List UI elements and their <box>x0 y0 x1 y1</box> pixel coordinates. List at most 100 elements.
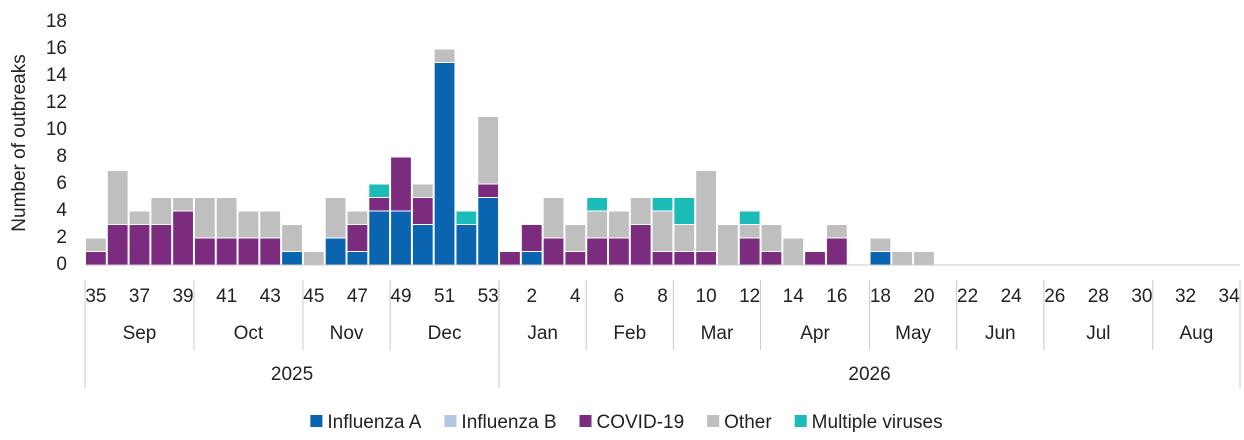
year-label: 2026 <box>848 364 890 385</box>
bar-segment <box>346 251 369 266</box>
y-tick-label: 0 <box>56 254 67 275</box>
bar-segment <box>106 170 129 225</box>
x-tick-label: 30 <box>1131 286 1152 307</box>
bar-segment <box>281 224 303 252</box>
bar-segment <box>477 183 500 198</box>
legend-swatch <box>579 415 592 427</box>
y-tick-label: 4 <box>56 200 67 221</box>
bar-segment <box>259 210 282 239</box>
bar-segment <box>608 210 630 239</box>
y-tick-label: 6 <box>56 173 67 194</box>
bar-segment <box>150 224 173 266</box>
bar-segment <box>85 251 107 266</box>
bar-segment <box>193 197 216 239</box>
x-tick-label: 16 <box>826 286 847 307</box>
legend-label: Influenza A <box>327 412 421 433</box>
bar-segment <box>716 224 739 266</box>
month-label: Oct <box>234 323 264 344</box>
bar-segment <box>564 251 587 266</box>
x-tick-label: 18 <box>870 286 891 307</box>
month-label: Mar <box>701 323 734 344</box>
bar-segment <box>651 197 674 212</box>
x-tick-label: 34 <box>1219 286 1241 307</box>
bar-segment <box>586 237 609 266</box>
x-tick-label: 53 <box>478 286 499 307</box>
bar-segment <box>760 251 783 266</box>
legend-label: COVID-19 <box>597 412 685 433</box>
bar-segment <box>869 251 892 266</box>
x-tick-label: 2 <box>526 286 537 307</box>
bar-segment <box>324 237 347 266</box>
x-tick-label: 47 <box>347 286 368 307</box>
bar-segment <box>193 237 216 266</box>
bar-segment <box>128 210 151 225</box>
y-tick-label: 12 <box>46 92 67 113</box>
bar-segment <box>346 224 369 252</box>
legend-swatch <box>794 415 807 427</box>
bar-segment <box>390 210 412 266</box>
bar-segment <box>738 237 761 266</box>
bar-segment <box>368 197 391 212</box>
x-tick-label: 26 <box>1044 286 1065 307</box>
bar-segment <box>673 251 696 266</box>
bar-segment <box>433 62 456 266</box>
legend-swatch <box>707 415 720 427</box>
bar-segment <box>215 237 238 266</box>
bar-segment <box>891 251 914 266</box>
bar-segment <box>433 48 456 63</box>
y-tick-label: 14 <box>46 65 68 86</box>
x-tick-label: 43 <box>260 286 281 307</box>
bar-segment <box>913 251 935 266</box>
y-tick-label: 8 <box>56 146 67 167</box>
x-tick-label: 28 <box>1088 286 1109 307</box>
x-tick-label: 10 <box>696 286 717 307</box>
y-tick-label: 10 <box>46 119 67 140</box>
x-tick-label: 20 <box>913 286 934 307</box>
bar-segment <box>564 224 587 252</box>
x-tick-label: 8 <box>657 286 668 307</box>
bar-segment <box>695 170 717 252</box>
x-tick-label: 4 <box>570 286 581 307</box>
x-tick-label: 6 <box>614 286 625 307</box>
x-tick-label: 24 <box>1001 286 1023 307</box>
bar-segment <box>411 197 434 225</box>
bar-segment <box>804 251 826 266</box>
bar-segment <box>782 237 805 266</box>
x-tick-label: 39 <box>172 286 193 307</box>
legend-label: Other <box>724 412 772 433</box>
month-label: Jan <box>527 323 558 344</box>
bar-segment <box>738 224 761 239</box>
x-tick-label: 14 <box>783 286 805 307</box>
bar-segment <box>477 116 500 185</box>
y-tick-label: 16 <box>46 38 67 59</box>
bar-segment <box>673 224 696 252</box>
bar-segment <box>259 237 282 266</box>
bar-segment <box>368 183 391 198</box>
bar-segment <box>542 197 565 239</box>
bar-segment <box>172 197 194 212</box>
y-tick-label: 2 <box>56 227 67 248</box>
month-label: Jul <box>1086 323 1110 344</box>
bar-segment <box>128 224 151 266</box>
bar-segment <box>172 210 194 266</box>
bar-segment <box>411 224 434 266</box>
month-label: Apr <box>800 323 830 344</box>
bar-segment <box>390 156 412 212</box>
legend-swatch <box>444 415 457 427</box>
bar-segment <box>106 224 129 266</box>
bar-segment <box>368 210 391 266</box>
x-tick-label: 32 <box>1175 286 1196 307</box>
bar-segment <box>150 197 173 225</box>
bar-segment <box>455 210 478 225</box>
bar-segment <box>673 197 696 225</box>
bar-segment <box>651 251 674 266</box>
bar-segment <box>869 237 892 252</box>
bar-segment <box>346 210 369 225</box>
x-tick-label: 35 <box>85 286 106 307</box>
y-tick-label: 18 <box>46 11 67 32</box>
legend-swatch <box>310 415 323 427</box>
month-label: Sep <box>123 323 157 344</box>
bar-segment <box>825 237 848 266</box>
x-tick-label: 41 <box>216 286 237 307</box>
x-tick-label: 49 <box>390 286 411 307</box>
